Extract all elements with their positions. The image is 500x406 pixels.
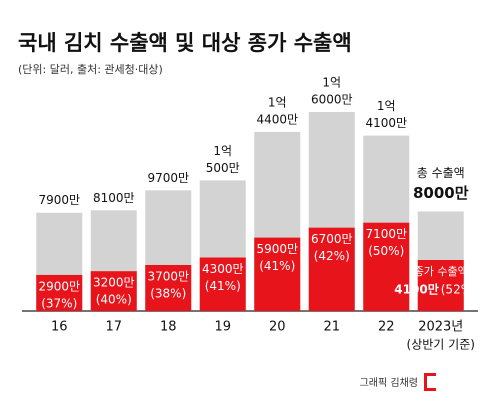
x-tick-label: 2023년: [418, 320, 463, 335]
bar-jongga: [254, 237, 301, 311]
value-label: 1억: [322, 76, 341, 90]
bar-jongga: [199, 257, 246, 311]
bar-jongga: [36, 274, 83, 311]
bar-jongga: [308, 227, 355, 311]
value-label: (37%): [41, 296, 77, 310]
x-note: (상반기 기준): [407, 338, 475, 352]
value-label: 7100만: [365, 227, 407, 241]
value-label: (42%): [314, 249, 350, 263]
value-label: (41%): [259, 259, 295, 273]
value-label: (52%): [441, 283, 477, 297]
value-label: 2900만: [38, 279, 80, 293]
value-label: (40%): [96, 293, 132, 307]
chart-subtitle: (단위: 달러, 출처: 관세청·대상): [18, 63, 163, 76]
value-label: (41%): [205, 279, 241, 293]
value-label: 3700만: [147, 269, 189, 283]
value-label: 8100만: [93, 191, 135, 205]
series-name: 종가 수출액: [414, 265, 468, 278]
x-tick-label: 17: [105, 320, 122, 335]
x-tick-label: 19: [214, 320, 231, 335]
value-label: 4400만: [256, 112, 298, 126]
value-label: 5900만: [256, 242, 298, 256]
x-tick-label: 21: [323, 320, 340, 335]
x-tick-label: 16: [51, 320, 68, 335]
bar-jongga: [363, 222, 410, 311]
value-label: 4100만: [365, 116, 407, 130]
value-label: 7900만: [38, 193, 80, 207]
value-label: 6700만: [311, 232, 353, 246]
series-name: 총 수출액: [417, 166, 465, 180]
value-label: (50%): [368, 244, 404, 258]
value-label: 1억: [377, 99, 396, 113]
value-label: (38%): [150, 286, 186, 300]
x-tick-label: 22: [378, 320, 395, 335]
value-label: 6000만: [311, 93, 353, 107]
credit: 그래픽 김채령: [360, 377, 418, 389]
logo-inner: [427, 376, 436, 388]
chart-title: 국내 김치 수출액 및 대상 종가 수출액: [18, 31, 352, 55]
bar-jongga: [417, 260, 464, 311]
x-tick-label: 20: [269, 320, 286, 335]
value-label: 4300만: [202, 262, 244, 276]
value-label: 1억: [268, 95, 287, 109]
value-label: 3200만: [93, 276, 135, 290]
bar-jongga: [145, 264, 192, 311]
x-tick-label: 18: [160, 320, 177, 335]
value-label: 500만: [206, 161, 240, 175]
bar-jongga: [90, 271, 137, 311]
value-label: 1억: [213, 144, 232, 158]
value-label: 4100만: [394, 282, 438, 297]
value-label: 8000만: [413, 184, 469, 202]
value-label: 9700만: [147, 171, 189, 185]
